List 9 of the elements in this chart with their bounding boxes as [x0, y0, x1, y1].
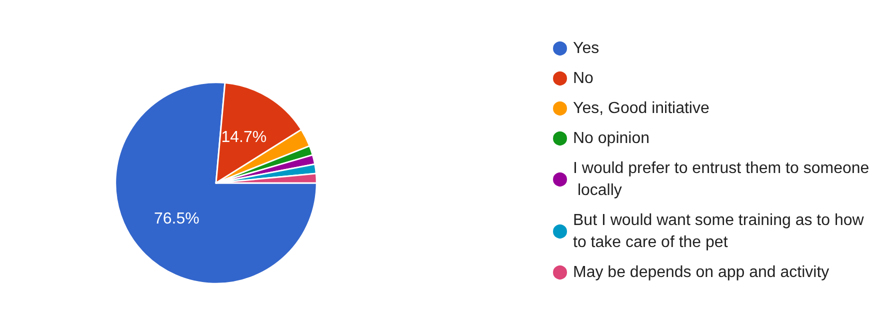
legend-label: Yes: [573, 40, 600, 57]
legend-label: No opinion: [573, 130, 650, 147]
legend-label: May be depends on app and activity: [573, 264, 830, 281]
legend-label: No: [573, 70, 594, 87]
data-label: 14.7%: [221, 129, 267, 146]
legend-label: Yes, Good initiative: [573, 100, 710, 117]
data-label: 76.5%: [154, 210, 200, 228]
legend-label: But I would want some training as to how to take care of the pet: [573, 212, 868, 251]
legend-label: I would prefer to entrust them to someone locally: [573, 160, 870, 199]
